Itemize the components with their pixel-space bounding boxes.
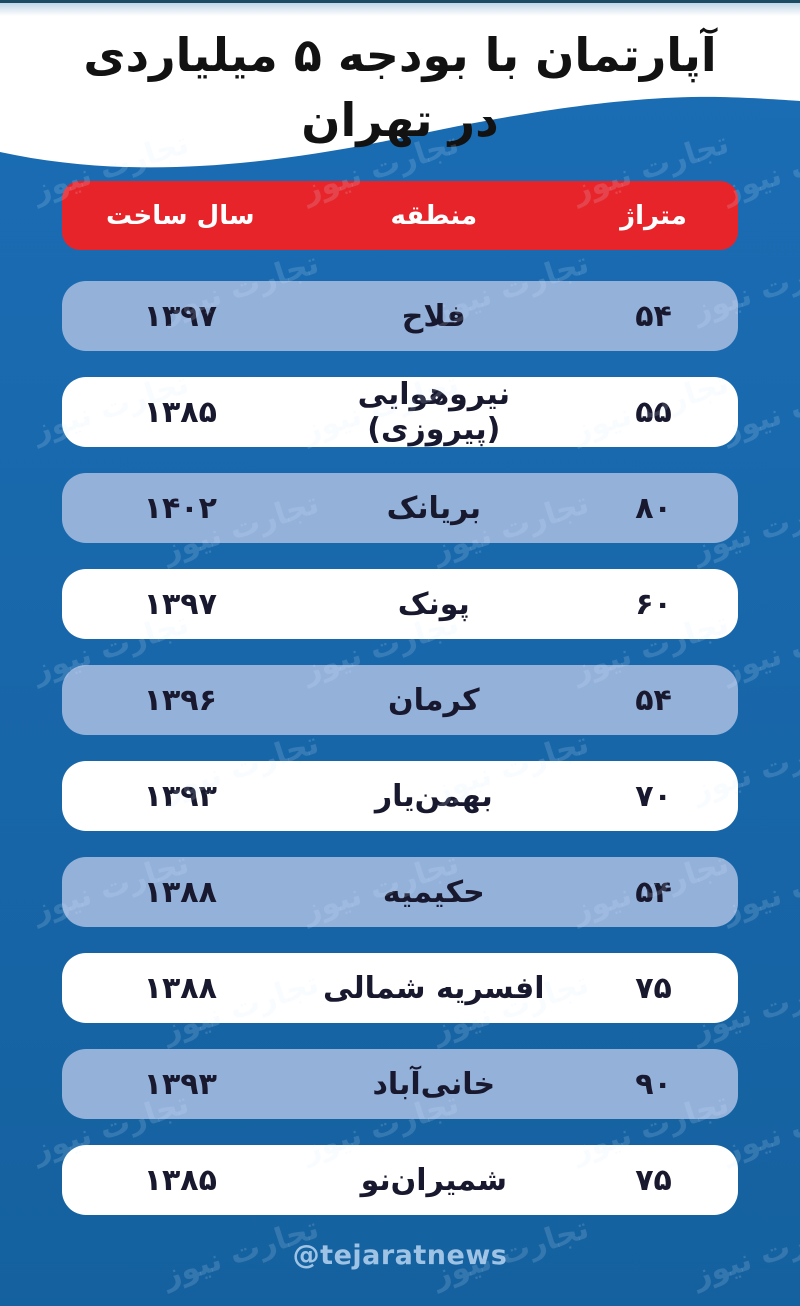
row-area-value: ۵۴ xyxy=(635,298,672,334)
row-district-value: بریانک xyxy=(386,490,482,526)
row-district-value: خانی‌آباد xyxy=(372,1066,496,1102)
row-area-value: ۷۵ xyxy=(635,1162,672,1198)
table-row: ۵۵ نیروهوایی (پیروزی) ۱۳۸۵ xyxy=(62,377,738,447)
row-district-value: افسریه شمالی xyxy=(323,970,545,1006)
row-area-value: ۷۵ xyxy=(635,970,672,1006)
row-district-value: کرمان xyxy=(388,682,480,718)
row-area-value: ۷۰ xyxy=(635,778,672,814)
table-body: ۵۴ فلاح ۱۳۹۷ ۵۵ نیروهوایی (پیروزی) ۱۳۸۵ … xyxy=(62,281,738,1215)
column-header-area: متراژ xyxy=(620,200,687,231)
title-line-1: آپارتمان با بودجه ۵ میلیاردی xyxy=(83,28,717,82)
row-area-value: ۹۰ xyxy=(635,1066,672,1102)
row-area-value: ۵۵ xyxy=(635,394,672,430)
row-year-value: ۱۳۸۵ xyxy=(143,394,217,430)
table-row: ۹۰ خانی‌آباد ۱۳۹۳ xyxy=(62,1049,738,1119)
row-district-value: فلاح xyxy=(401,298,466,334)
row-area-value: ۸۰ xyxy=(635,490,672,526)
table-row: ۷۵ افسریه شمالی ۱۳۸۸ xyxy=(62,953,738,1023)
table-row: ۷۵ شمیران‌نو ۱۳۸۵ xyxy=(62,1145,738,1215)
table-row: ۵۴ فلاح ۱۳۹۷ xyxy=(62,281,738,351)
row-year-value: ۱۳۹۳ xyxy=(143,778,217,814)
table-row: ۷۰ بهمن‌یار ۱۳۹۳ xyxy=(62,761,738,831)
table-header-row: متراژ منطقه سال ساخت xyxy=(62,181,738,250)
column-header-year: سال ساخت xyxy=(106,200,255,231)
row-year-value: ۱۳۹۷ xyxy=(143,298,217,334)
top-edge-line xyxy=(0,0,800,16)
table-row: ۵۴ کرمان ۱۳۹۶ xyxy=(62,665,738,735)
row-year-value: ۱۳۹۶ xyxy=(143,682,217,718)
row-district-value: نیروهوایی (پیروزی) xyxy=(357,377,510,447)
footer-handle: @tejaratnews xyxy=(292,1240,508,1271)
row-area-value: ۶۰ xyxy=(635,586,672,622)
row-area-value: ۵۴ xyxy=(635,874,672,910)
row-year-value: ۱۳۸۸ xyxy=(143,970,217,1006)
table-row: ۶۰ پونک ۱۳۹۷ xyxy=(62,569,738,639)
row-district-value: بهمن‌یار xyxy=(374,778,493,814)
apartments-table: متراژ منطقه سال ساخت ۵۴ فلاح ۱۳۹۷ ۵۵ نیر… xyxy=(62,181,738,1241)
row-area-value: ۵۴ xyxy=(635,682,672,718)
row-year-value: ۱۳۸۵ xyxy=(143,1162,217,1198)
row-year-value: ۱۳۹۷ xyxy=(143,586,217,622)
row-year-value: ۱۳۹۳ xyxy=(143,1066,217,1102)
row-year-value: ۱۴۰۲ xyxy=(143,490,217,526)
title-line-2: در تهران xyxy=(301,93,499,147)
row-district-value: حکیمیه xyxy=(382,874,485,910)
page-title: آپارتمان با بودجه ۵ میلیاردی در تهران xyxy=(0,22,800,152)
row-district-value: پونک xyxy=(397,586,470,622)
table-row: ۵۴ حکیمیه ۱۳۸۸ xyxy=(62,857,738,927)
column-header-district: منطقه xyxy=(390,200,478,231)
row-year-value: ۱۳۸۸ xyxy=(143,874,217,910)
table-row: ۸۰ بریانک ۱۴۰۲ xyxy=(62,473,738,543)
row-district-value: شمیران‌نو xyxy=(360,1162,508,1198)
